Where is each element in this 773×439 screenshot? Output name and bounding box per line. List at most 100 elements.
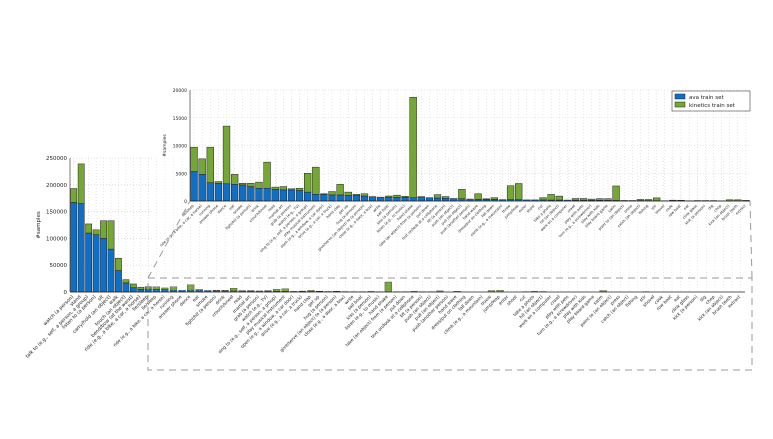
bar-kinetics <box>507 186 514 200</box>
bar-kinetics <box>272 187 279 189</box>
bar-kinetics <box>596 199 603 201</box>
zoom-connector-right <box>750 201 752 278</box>
bar-kinetics <box>418 197 425 198</box>
bar-kinetics <box>231 174 238 184</box>
bar-kinetics <box>410 97 417 197</box>
bar-kinetics <box>304 173 311 192</box>
bar-kinetics <box>78 164 84 204</box>
bar-ava <box>280 190 287 201</box>
bar-kinetics <box>130 284 136 288</box>
bar-kinetics <box>161 288 168 290</box>
bar-kinetics <box>223 126 230 184</box>
bar-kinetics <box>645 200 652 201</box>
bar-kinetics <box>280 187 287 190</box>
bar-kinetics <box>458 189 465 198</box>
y-tick-label: 50000 <box>50 263 68 269</box>
bar-kinetics <box>312 167 319 194</box>
y-tick-label: 100000 <box>46 236 67 242</box>
bar-ava <box>130 288 136 292</box>
bar-kinetics <box>653 198 660 201</box>
bar-ava <box>71 202 77 292</box>
bar-ava <box>353 195 360 201</box>
bar-kinetics <box>483 199 490 200</box>
bar-kinetics <box>288 189 295 190</box>
bar-kinetics <box>191 147 198 171</box>
bar-ava <box>115 271 121 292</box>
bar-ava <box>410 198 417 201</box>
y-tick-label: 20000 <box>173 88 187 94</box>
bar-kinetics <box>540 198 547 200</box>
bar-ava <box>361 196 368 201</box>
bar-ava <box>377 197 384 201</box>
bar-ava <box>93 235 99 292</box>
bar-kinetics <box>491 198 498 200</box>
y-tick-label: 5000 <box>176 171 188 177</box>
bar-ava <box>78 204 84 292</box>
bar-ava <box>442 198 449 201</box>
legend-swatch-kinetics <box>675 102 685 107</box>
bar-kinetics <box>605 199 612 201</box>
bar-kinetics <box>329 192 336 195</box>
bar-kinetics <box>361 194 368 196</box>
bar-ava <box>239 185 246 201</box>
y-tick-label: 0 <box>184 199 187 205</box>
bar-kinetics <box>337 184 344 195</box>
bar-ava <box>418 198 425 201</box>
legend-swatch-ava <box>675 94 685 99</box>
bar-ava <box>100 238 106 292</box>
bar-ava <box>369 197 376 201</box>
bar-ava <box>138 289 144 292</box>
bar-kinetics <box>475 194 482 200</box>
bar-kinetics <box>580 199 587 201</box>
bar-kinetics <box>86 224 92 233</box>
bar-ava <box>296 190 303 201</box>
bar-kinetics <box>385 196 392 197</box>
y-tick-label: 150000 <box>46 210 67 216</box>
bar-ava <box>272 189 279 201</box>
bar-ava <box>288 190 295 201</box>
bar-kinetics <box>207 147 214 183</box>
bar-ava <box>402 197 409 201</box>
bar-kinetics <box>138 287 144 289</box>
bar-ava <box>329 195 336 201</box>
bar-ava <box>434 198 441 201</box>
bar-kinetics <box>515 184 522 200</box>
bar-ava <box>394 197 401 201</box>
bar-ava <box>231 184 238 201</box>
bar-kinetics <box>215 182 222 184</box>
bar-kinetics <box>442 197 449 199</box>
bar-ava <box>86 233 92 292</box>
bar-kinetics <box>264 162 271 188</box>
bar-kinetics <box>345 192 352 195</box>
bar-ava <box>108 249 114 292</box>
bar-kinetics <box>256 182 263 188</box>
bar-ava <box>207 183 214 201</box>
bar-ava <box>337 195 344 201</box>
y-axis-label: #samples <box>36 211 42 239</box>
bar-kinetics <box>71 189 77 203</box>
y-tick-label: 250000 <box>46 156 67 162</box>
y-tick-label: 0 <box>64 290 68 296</box>
bar-kinetics <box>123 280 129 283</box>
bar-kinetics <box>93 230 99 235</box>
bar-ava <box>256 188 263 201</box>
bar-kinetics <box>239 183 246 185</box>
bar-ava <box>345 195 352 201</box>
bar-kinetics <box>394 195 401 197</box>
bar-kinetics <box>321 194 328 195</box>
bar-ava <box>304 192 311 201</box>
bar-kinetics <box>637 199 644 200</box>
bar-kinetics <box>402 196 409 197</box>
bar-kinetics <box>556 196 563 200</box>
y-tick-label: 15000 <box>173 116 187 122</box>
y-tick-label: 10000 <box>173 144 187 150</box>
legend-label-ava: ava train set <box>689 95 725 101</box>
bar-ava <box>247 187 254 201</box>
bar-kinetics <box>108 221 114 249</box>
bar-kinetics <box>353 194 360 195</box>
bar-ava <box>264 188 271 201</box>
